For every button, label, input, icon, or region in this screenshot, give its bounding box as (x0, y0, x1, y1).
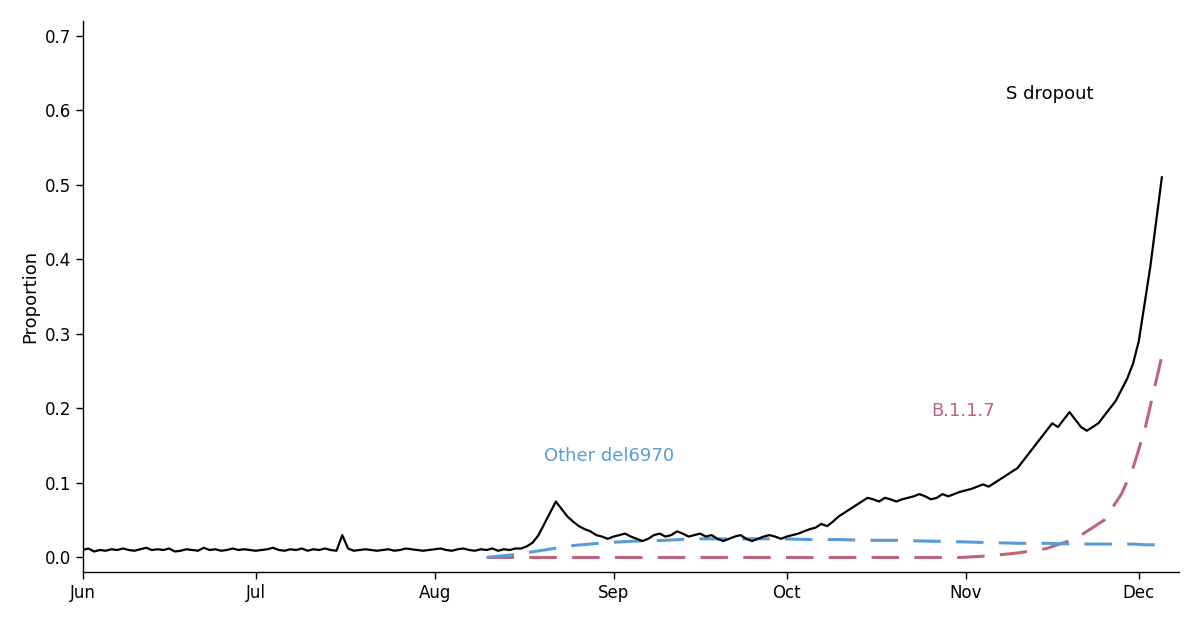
Text: Other del6970: Other del6970 (545, 447, 674, 465)
Text: S dropout: S dropout (1006, 85, 1093, 103)
Y-axis label: Proportion: Proportion (20, 250, 38, 343)
Text: B.1.1.7: B.1.1.7 (931, 402, 995, 420)
